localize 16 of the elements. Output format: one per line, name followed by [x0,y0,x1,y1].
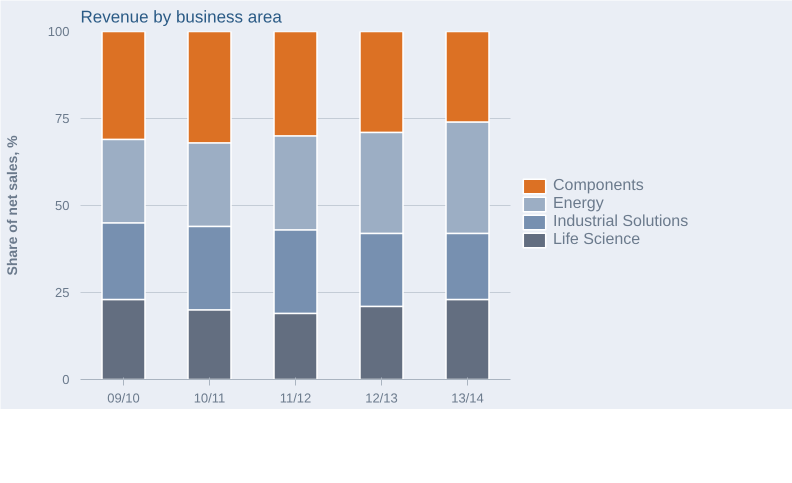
legend-label: Energy [553,195,604,213]
y-tick-label: 75 [55,111,70,126]
legend-label: Components [553,177,644,195]
x-tick-label: 12/13 [365,390,398,406]
y-tick-label: 25 [55,285,70,300]
legend-label: Industrial Solutions [553,213,688,231]
y-tick-label: 0 [62,372,70,387]
x-tick-label: 13/14 [451,390,484,406]
chart-title: Revenue by business area [80,8,282,26]
y-tick-label: 100 [48,24,70,39]
x-tick-label: 11/12 [280,390,312,406]
legend-label: Life Science [553,231,640,249]
y-axis-title: Share of net sales, % [4,134,20,276]
x-tick-label: 09/10 [107,390,140,406]
y-tick-label: 50 [55,198,70,213]
x-tick-label: 10/11 [194,390,226,406]
